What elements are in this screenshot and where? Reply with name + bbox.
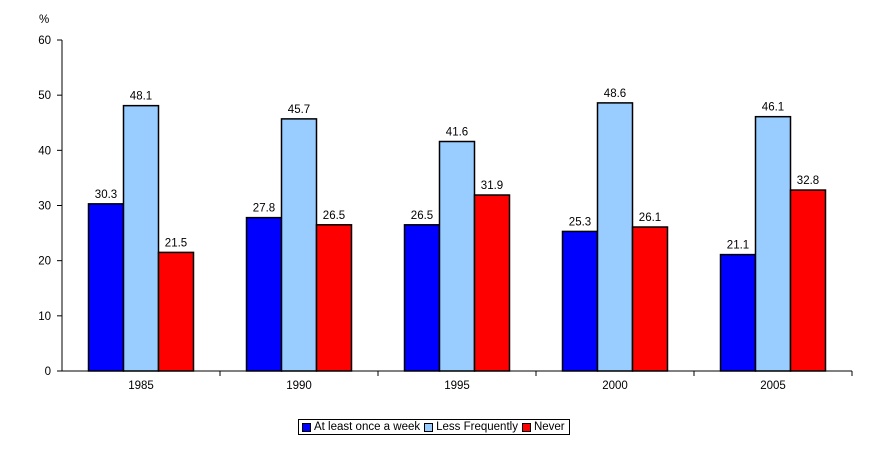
data-label: 32.8	[797, 175, 819, 187]
data-label: 27.8	[253, 203, 275, 215]
legend-item: Less Frequently	[424, 421, 518, 433]
bar	[719, 253, 757, 372]
legend-swatch	[521, 422, 531, 432]
bar	[596, 102, 634, 372]
legend-label: Less Frequently	[436, 421, 518, 433]
legend: At least once a week Less Frequently Never	[298, 419, 570, 435]
bar	[403, 224, 441, 372]
y-axis-label: %	[39, 14, 49, 26]
legend-label: At least once a week	[314, 421, 421, 433]
x-tick-label: 1995	[444, 380, 470, 392]
data-label: 26.5	[411, 210, 433, 222]
bar	[280, 118, 318, 372]
legend-swatch	[302, 422, 311, 432]
y-tick-label: 40	[38, 145, 51, 157]
x-tick-label: 1985	[128, 380, 154, 392]
legend-swatch	[424, 422, 434, 432]
bar	[157, 251, 195, 372]
x-tick-label: 1990	[286, 380, 312, 392]
data-label: 21.5	[165, 237, 187, 249]
data-label: 30.3	[95, 189, 117, 201]
bar	[561, 230, 599, 372]
legend-label: Never	[533, 421, 565, 433]
legend-item: At least once a week	[302, 421, 420, 433]
data-label: 25.3	[569, 216, 591, 228]
bar	[87, 203, 125, 372]
bar	[754, 115, 792, 372]
data-label: 41.6	[446, 127, 468, 139]
y-tick-label: 60	[38, 35, 51, 47]
data-label: 46.1	[762, 102, 784, 114]
y-tick-label: 10	[38, 311, 51, 323]
data-label: 48.6	[604, 88, 626, 100]
data-label: 26.1	[639, 212, 661, 224]
x-tick-label: 2005	[760, 380, 786, 392]
x-tick-label: 2000	[602, 380, 628, 392]
data-label: 26.5	[323, 210, 345, 222]
bar	[631, 226, 669, 372]
bar	[315, 224, 353, 372]
y-tick-label: 0	[45, 366, 51, 378]
y-tick-label: 30	[38, 201, 51, 213]
y-tick-label: 50	[38, 90, 51, 102]
data-label: 31.9	[481, 180, 503, 192]
data-label: 45.7	[288, 104, 310, 116]
bar	[245, 216, 283, 372]
bar	[122, 104, 160, 372]
bar	[473, 194, 511, 372]
bar	[789, 189, 827, 372]
data-label: 21.1	[727, 240, 749, 252]
legend-item: Never	[521, 421, 565, 433]
bar	[438, 140, 476, 372]
data-label: 48.1	[130, 91, 152, 103]
y-tick-label: 20	[38, 256, 51, 268]
